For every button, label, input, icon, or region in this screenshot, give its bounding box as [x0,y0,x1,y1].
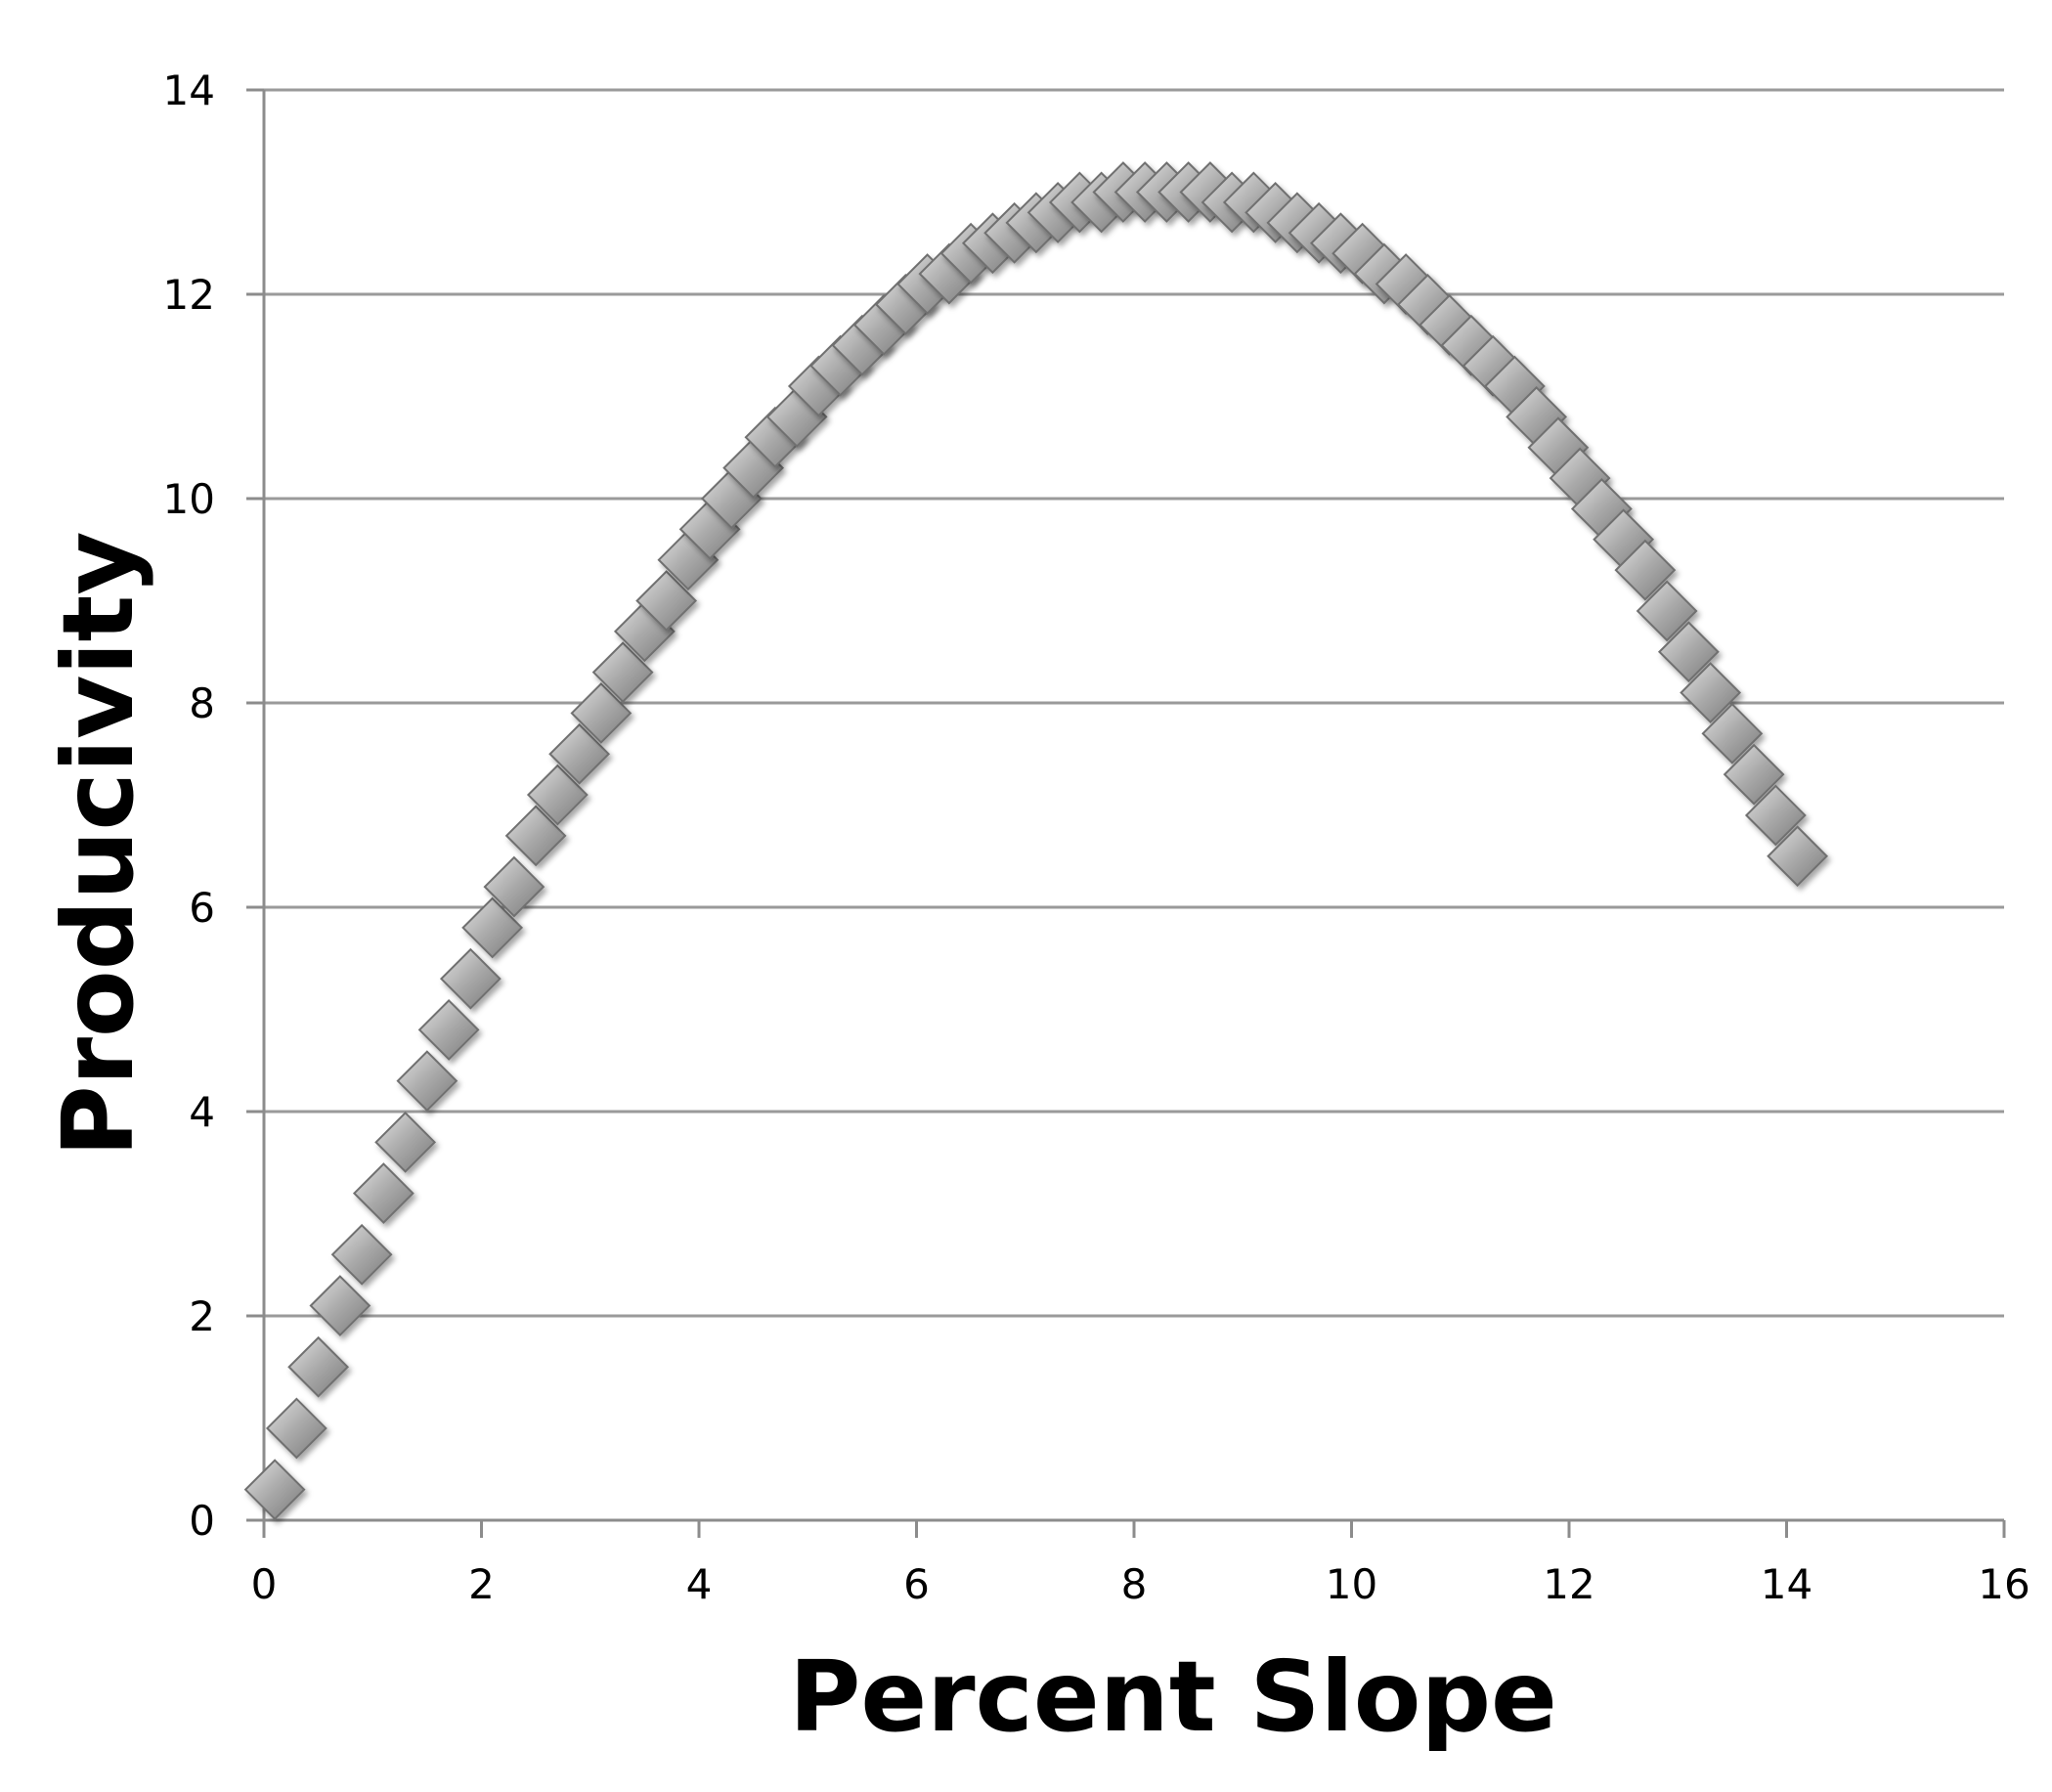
data-point-2 [287,1335,350,1398]
data-point-8 [417,998,480,1061]
data-point-1 [265,1397,327,1460]
y-tick-label-8: 8 [189,679,215,727]
y-tick-label-6: 6 [189,884,215,932]
data-point-67 [1701,702,1764,765]
data-point-13 [526,764,589,826]
data-point-66 [1680,662,1742,723]
x-tick-label-4: 4 [686,1560,713,1608]
data-point-9 [439,947,502,1010]
x-axis-title: Percent Slope [789,1639,1557,1754]
data-point-10 [461,896,524,959]
data-point-16 [591,641,654,704]
data-point-68 [1723,743,1785,806]
x-tick-label-16: 16 [1978,1560,2030,1608]
x-tick-label-6: 6 [903,1560,930,1608]
data-point-6 [374,1111,437,1173]
y-tick-labels: 0 2 4 6 8 10 12 14 [163,66,215,1545]
data-point-12 [504,805,567,867]
x-tick-label-12: 12 [1543,1560,1594,1608]
x-tick-label-14: 14 [1761,1560,1812,1608]
x-tick-label-2: 2 [468,1560,495,1608]
data-point-65 [1657,621,1720,683]
y-tick-label-10: 10 [163,475,215,523]
x-tick-labels: 0 2 4 6 8 10 12 14 16 [251,1560,2030,1608]
data-points [243,161,1829,1521]
data-point-14 [548,722,611,785]
y-tick-label-2: 2 [189,1292,215,1340]
data-point-18 [635,570,698,632]
data-point-63 [1614,539,1677,601]
data-point-0 [243,1459,306,1521]
gridlines [264,88,2004,1318]
y-tick-label-14: 14 [163,66,215,114]
y-tick-label-12: 12 [163,271,215,319]
x-tick-label-0: 0 [251,1560,278,1608]
data-point-15 [570,682,633,744]
data-point-3 [309,1275,371,1336]
data-point-69 [1744,784,1807,847]
x-tick-label-10: 10 [1326,1560,1377,1608]
axes [246,88,2006,1538]
y-axis-title: Producivity [41,531,155,1157]
data-point-70 [1767,825,1829,888]
x-tick-label-8: 8 [1121,1560,1148,1608]
data-point-7 [396,1050,458,1113]
y-tick-label-4: 4 [189,1088,215,1136]
data-point-4 [330,1223,393,1286]
y-tick-label-0: 0 [189,1497,215,1545]
data-point-64 [1636,580,1698,642]
data-point-5 [352,1162,415,1225]
data-point-11 [483,855,546,918]
